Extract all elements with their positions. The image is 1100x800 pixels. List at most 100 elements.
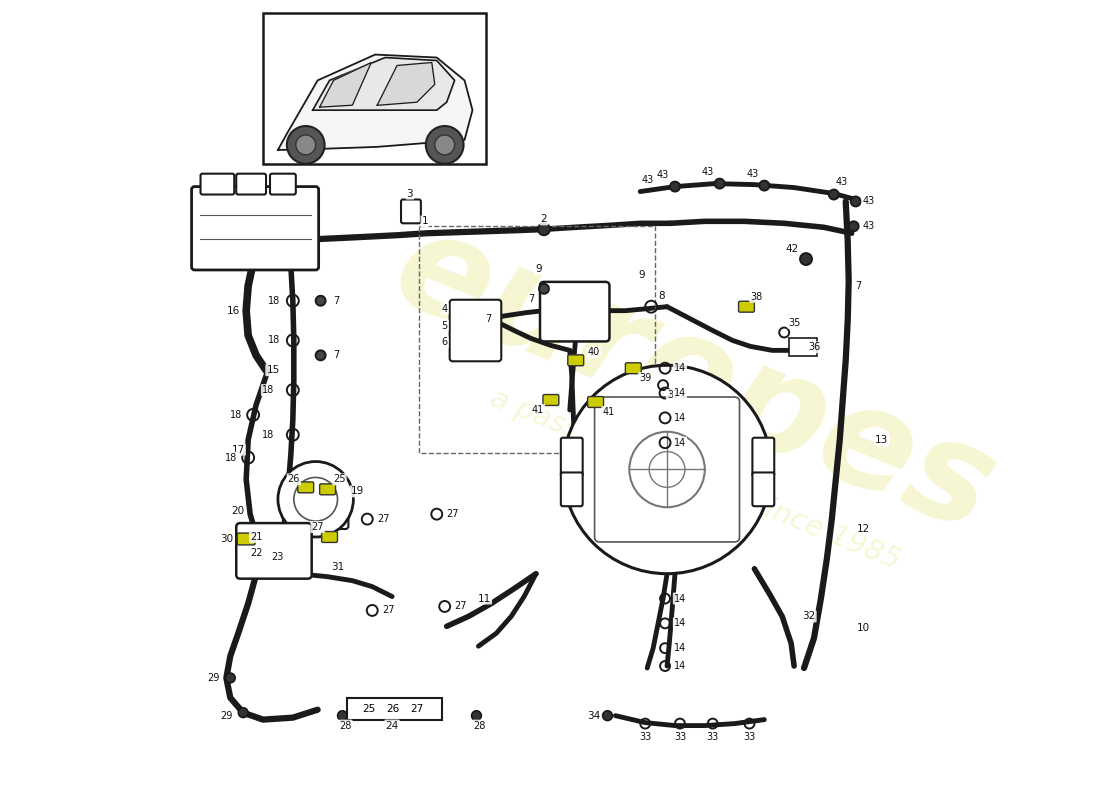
Circle shape (850, 197, 860, 206)
Circle shape (828, 190, 839, 199)
Text: 41: 41 (603, 407, 615, 417)
Circle shape (338, 710, 348, 721)
Circle shape (472, 710, 482, 721)
Text: 7: 7 (333, 296, 340, 306)
Bar (263, 13, 486, 164)
Text: 14: 14 (674, 438, 686, 448)
Text: 34: 34 (587, 710, 601, 721)
FancyBboxPatch shape (752, 438, 774, 477)
Text: 31: 31 (331, 562, 344, 572)
Circle shape (849, 222, 859, 231)
Circle shape (226, 673, 235, 683)
Text: 18: 18 (230, 410, 242, 420)
FancyBboxPatch shape (561, 473, 583, 506)
Text: 21: 21 (250, 532, 262, 542)
Circle shape (239, 708, 249, 718)
Text: 27: 27 (311, 522, 323, 532)
Text: 2: 2 (540, 214, 548, 224)
FancyBboxPatch shape (626, 362, 641, 374)
Text: 9: 9 (536, 264, 542, 274)
FancyBboxPatch shape (270, 174, 296, 194)
Text: 33: 33 (639, 733, 651, 742)
Text: 43: 43 (862, 222, 874, 231)
Text: 24: 24 (385, 721, 398, 730)
Text: 17: 17 (232, 445, 245, 454)
Text: 41: 41 (532, 405, 544, 415)
Text: 25: 25 (363, 704, 376, 714)
FancyBboxPatch shape (236, 523, 311, 578)
Text: 28: 28 (339, 721, 352, 730)
FancyBboxPatch shape (738, 302, 755, 312)
Circle shape (670, 182, 680, 191)
Circle shape (296, 135, 316, 155)
FancyBboxPatch shape (587, 397, 604, 407)
Circle shape (316, 350, 326, 360)
Circle shape (759, 181, 769, 190)
Text: 27: 27 (454, 602, 466, 611)
Text: 35: 35 (788, 318, 801, 327)
Text: 7: 7 (485, 314, 492, 324)
Circle shape (316, 296, 326, 306)
Text: 12: 12 (857, 524, 870, 534)
Circle shape (538, 223, 550, 235)
Polygon shape (320, 62, 371, 107)
FancyBboxPatch shape (540, 282, 609, 342)
Text: 43: 43 (702, 166, 714, 177)
Text: 7: 7 (333, 350, 340, 360)
Text: 10: 10 (857, 623, 870, 634)
Circle shape (287, 126, 324, 164)
Circle shape (278, 462, 353, 537)
Text: 5: 5 (441, 321, 448, 330)
Text: 14: 14 (674, 388, 686, 398)
FancyBboxPatch shape (283, 488, 349, 529)
Text: 18: 18 (226, 453, 238, 462)
Text: 22: 22 (250, 548, 262, 558)
FancyBboxPatch shape (321, 531, 338, 542)
Text: 16: 16 (227, 306, 240, 316)
FancyBboxPatch shape (543, 394, 559, 406)
Text: 25: 25 (333, 474, 345, 485)
Bar (419, 226, 656, 453)
Text: 18: 18 (262, 430, 274, 440)
Text: 42: 42 (785, 244, 799, 254)
FancyBboxPatch shape (450, 300, 502, 362)
FancyBboxPatch shape (238, 533, 255, 545)
Text: 11: 11 (477, 594, 491, 603)
Text: 14: 14 (674, 618, 686, 628)
Circle shape (715, 178, 725, 189)
Bar (789, 338, 817, 356)
FancyBboxPatch shape (752, 473, 774, 506)
Text: 9: 9 (638, 270, 645, 280)
Text: 36: 36 (807, 342, 821, 352)
Text: 28: 28 (473, 721, 485, 730)
Text: 14: 14 (674, 413, 686, 423)
Text: 8: 8 (658, 290, 664, 301)
FancyBboxPatch shape (191, 186, 319, 270)
FancyBboxPatch shape (236, 174, 266, 194)
Text: 26: 26 (287, 474, 300, 485)
Circle shape (294, 478, 338, 521)
Text: 32: 32 (802, 611, 815, 622)
Text: 33: 33 (706, 733, 718, 742)
Circle shape (468, 314, 477, 323)
Text: 38: 38 (750, 292, 762, 302)
Text: 33: 33 (674, 733, 686, 742)
Bar (348, 698, 442, 720)
Text: 27: 27 (447, 509, 459, 519)
Text: 15: 15 (266, 366, 279, 375)
Text: 13: 13 (874, 434, 888, 445)
Text: a passion for parts since 1985: a passion for parts since 1985 (486, 384, 904, 574)
Text: 29: 29 (220, 710, 232, 721)
Text: 23: 23 (272, 552, 284, 562)
Circle shape (426, 126, 463, 164)
Text: 27: 27 (382, 606, 395, 615)
Polygon shape (377, 62, 434, 105)
Circle shape (800, 253, 812, 265)
Text: 43: 43 (641, 174, 653, 185)
Circle shape (563, 366, 771, 574)
Text: 7: 7 (856, 281, 861, 291)
Text: 1: 1 (421, 216, 428, 226)
Text: 27: 27 (410, 704, 424, 714)
Text: 26: 26 (386, 704, 399, 714)
Text: 33: 33 (744, 733, 756, 742)
